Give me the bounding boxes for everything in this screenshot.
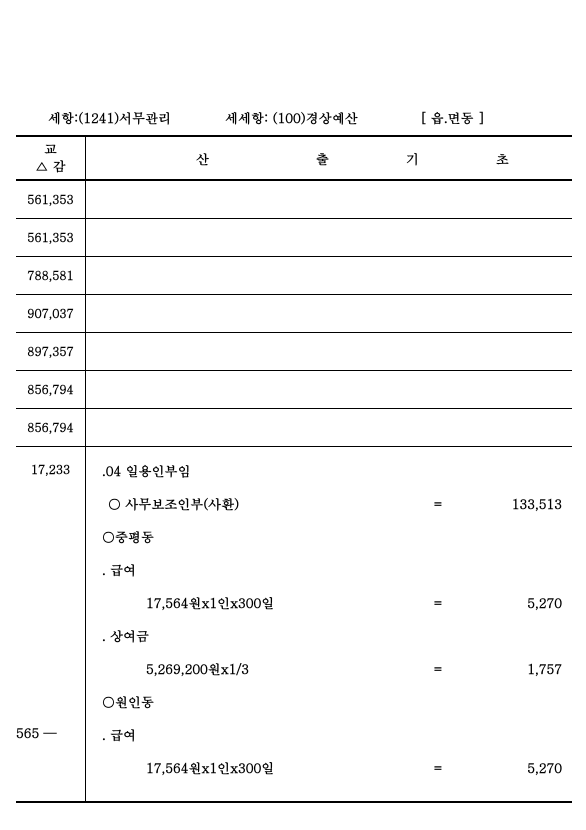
line-dong1: ○중평동 — [96, 527, 562, 546]
col-chul: 출 — [316, 149, 329, 168]
table-row: 561,353 — [16, 219, 572, 257]
line-dong2-calc1: 17,564원x1인x300일 = 5,270 — [96, 758, 562, 777]
content-cell: .04 일용인부임 ○ 사무보조인부(사환) = 133,513 ○중평동 . … — [86, 447, 572, 801]
line-dong1-calc1: 17,564원x1인x300일 = 5,270 — [96, 593, 562, 612]
table-row: 907,037 — [16, 295, 572, 333]
row-value: 856,794 — [16, 371, 86, 408]
column-header-row: 교 △ 감 산 출 기 초 — [16, 137, 572, 181]
col-header-right: 산 출 기 초 — [86, 137, 572, 179]
row-value: 907,037 — [16, 295, 86, 332]
col-header-gam: △ 감 — [35, 158, 65, 175]
table-row: 561,353 — [16, 181, 572, 219]
col-gi: 기 — [406, 149, 419, 168]
dong1-val1: 5,270 — [482, 593, 562, 612]
col-san: 산 — [196, 149, 209, 168]
table-row: 856,794 — [16, 409, 572, 447]
eupmyeondong-label: [ 읍.면동 ] — [420, 108, 484, 127]
dong1-val2: 1,757 — [482, 659, 562, 678]
row-value: 856,794 — [16, 409, 86, 446]
row-content — [86, 219, 572, 256]
row-content — [86, 409, 572, 446]
line-dong2-label1: . 급여 — [96, 725, 562, 744]
col-header-left: 교 △ 감 — [16, 137, 86, 179]
sehang-label: 세항:(1241)서무관리 — [48, 108, 171, 127]
row-value: 561,353 — [16, 219, 86, 256]
col-cho: 초 — [496, 149, 509, 168]
table-row: 897,357 — [16, 333, 572, 371]
item1-eq: = — [239, 494, 482, 513]
item1-label: ○ 사무보조인부(사환) — [102, 494, 239, 513]
table-row: 856,794 — [16, 371, 572, 409]
line-04: .04 일용인부임 — [96, 461, 562, 480]
row-value: 788,581 — [16, 257, 86, 294]
dong1-calc1: 17,564원x1인x300일 — [102, 593, 274, 612]
dong2-val1: 5,270 — [482, 758, 562, 777]
row-content — [86, 371, 572, 408]
row-content — [86, 257, 572, 294]
row-content — [86, 295, 572, 332]
row-value: 561,353 — [16, 181, 86, 218]
item1-val: 133,513 — [482, 494, 562, 513]
line-item1: ○ 사무보조인부(사환) = 133,513 — [96, 494, 562, 513]
budget-table: 교 △ 감 산 출 기 초 561,353 561,353 788,581 90… — [16, 135, 572, 803]
sesehang-label: 세세항: (100)경상예산 — [225, 108, 358, 127]
page-number: 565 — — [16, 723, 57, 742]
line-dong1-label2: . 상여금 — [96, 626, 562, 645]
row-content — [86, 181, 572, 218]
dong2-eq1: = — [274, 758, 482, 777]
dong1-calc2: 5,269,200원x1/3 — [102, 659, 249, 678]
dong1-eq1: = — [274, 593, 482, 612]
dong2-calc1: 17,564원x1인x300일 — [102, 758, 274, 777]
dong1-eq2: = — [249, 659, 482, 678]
line-dong1-calc2: 5,269,200원x1/3 = 1,757 — [96, 659, 562, 678]
line-dong2: ○원인동 — [96, 692, 562, 711]
content-side-value: 17,233 — [16, 447, 86, 801]
row-value: 897,357 — [16, 333, 86, 370]
table-row: 788,581 — [16, 257, 572, 295]
line-dong1-label1: . 급여 — [96, 560, 562, 579]
content-row: 17,233 .04 일용인부임 ○ 사무보조인부(사환) = 133,513 … — [16, 447, 572, 801]
row-content — [86, 333, 572, 370]
